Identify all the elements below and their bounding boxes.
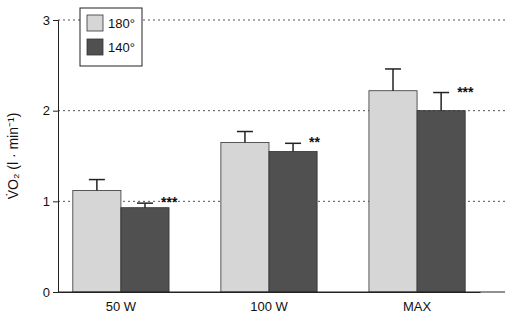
- y-tick-mark: [53, 20, 58, 21]
- error-bar: [285, 143, 301, 151]
- y-tick-label: 2: [43, 103, 50, 118]
- plot-area: [73, 69, 465, 292]
- y-tick: 1: [43, 194, 58, 209]
- error-bar-cap: [89, 179, 105, 181]
- error-bar-cap: [285, 143, 301, 145]
- y-axis-title: V̇O₂ (l · min⁻¹): [5, 113, 21, 200]
- bar: [269, 151, 317, 292]
- x-tick: 50 W: [106, 292, 137, 314]
- chart: ********012350 W100 WMAXV̇O₂ (l · min⁻¹)…: [0, 0, 513, 323]
- error-bar-stem: [292, 143, 294, 151]
- y-tick: 0: [43, 285, 58, 300]
- baseline: [58, 292, 505, 293]
- error-bar: [89, 180, 105, 191]
- error-bar-cap: [237, 131, 253, 133]
- x-tick-label: 50 W: [106, 299, 137, 314]
- x-tick: 100 W: [250, 292, 288, 314]
- x-tick: MAX: [403, 292, 432, 314]
- y-tick-label: 1: [43, 194, 50, 209]
- x-axis-line: [59, 292, 481, 293]
- y-tick: 3: [43, 13, 58, 28]
- legend-label: 180°: [108, 16, 135, 31]
- bar: [73, 190, 121, 292]
- error-bar: [433, 93, 449, 111]
- error-bar: [385, 69, 401, 91]
- legend-swatch: [87, 15, 103, 31]
- y-tick: 2: [43, 103, 58, 118]
- x-tick-label: MAX: [403, 299, 432, 314]
- significance: ***: [161, 194, 178, 210]
- error-bar: [237, 132, 253, 143]
- legend-box: [80, 8, 142, 66]
- significance: **: [309, 134, 320, 150]
- bar: [417, 111, 465, 292]
- x-axis: 50 W 100 W MAX: [59, 292, 481, 314]
- legend-swatch: [87, 39, 103, 55]
- error-bar-stem: [440, 93, 442, 111]
- y-axis-line: [53, 21, 59, 293]
- y-tick-label: 0: [43, 285, 50, 300]
- error-bar-stem: [392, 69, 394, 91]
- legend: 180° 140°: [80, 8, 142, 66]
- bar: [221, 142, 269, 292]
- y-tick-mark: [53, 111, 58, 112]
- error-bar-cap: [433, 92, 449, 94]
- y-tick-label: 3: [43, 13, 50, 28]
- error-bar-cap: [385, 68, 401, 70]
- x-tick-label: 100 W: [250, 299, 288, 314]
- bar: [121, 208, 169, 292]
- error-bar-stem: [244, 132, 246, 143]
- bar: [369, 91, 417, 292]
- error-bar-stem: [96, 180, 98, 191]
- significance: ***: [457, 84, 474, 100]
- y-axis: 0 1 2 3: [43, 13, 59, 300]
- legend-label: 140°: [108, 40, 135, 55]
- y-tick-mark: [53, 201, 58, 202]
- error-bar-cap: [137, 202, 153, 204]
- error-bar: [137, 203, 153, 208]
- y-tick-mark: [53, 292, 58, 293]
